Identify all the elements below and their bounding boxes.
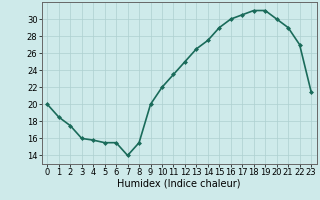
X-axis label: Humidex (Indice chaleur): Humidex (Indice chaleur) [117, 179, 241, 189]
